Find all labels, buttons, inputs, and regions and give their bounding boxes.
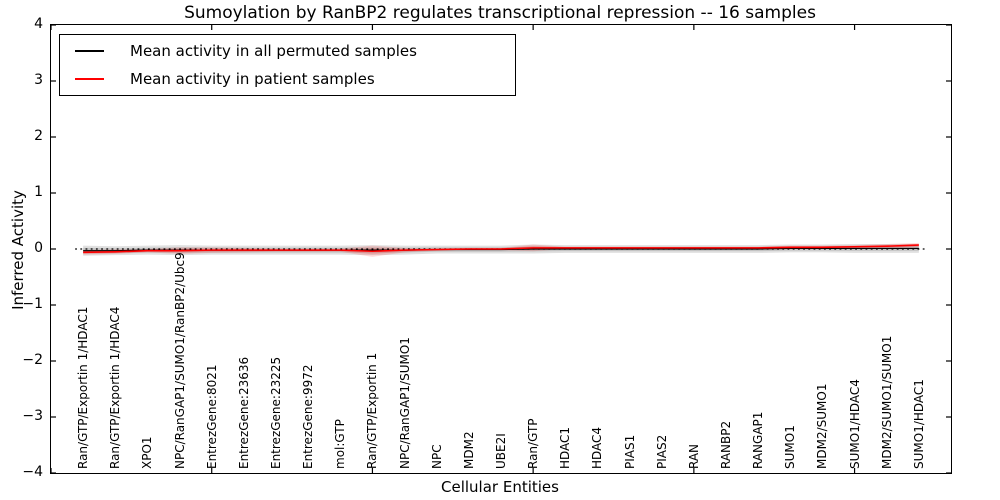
- x-tick-label: UBE2I: [494, 433, 508, 469]
- x-tick-label: NPC/RanGAP1/SUMO1/RanBP2/Ubc9: [172, 252, 187, 469]
- y-tick-label: −4: [22, 464, 43, 480]
- legend-label-patient: Mean activity in patient samples: [130, 70, 375, 88]
- chart-canvas: [51, 25, 951, 473]
- x-tick-label: Ran/GTP/Exportin 1/HDAC1: [76, 306, 91, 469]
- x-tick-label: XPO1: [140, 436, 155, 469]
- y-tick-label: −3: [22, 408, 43, 424]
- y-tick-label: 1: [34, 184, 43, 200]
- x-tick-label: RANBP2: [719, 420, 733, 469]
- x-axis-label: Cellular Entities: [441, 478, 559, 496]
- permuted-line-swatch: [75, 50, 104, 52]
- x-tick-label: SUMO1/HDAC4: [847, 379, 862, 469]
- x-tick-label: MDM2: [461, 431, 476, 469]
- legend-label-permuted: Mean activity in all permuted samples: [130, 42, 417, 60]
- legend-item-patient: Mean activity in patient samples: [60, 67, 515, 91]
- y-tick-label: −2: [22, 352, 43, 368]
- x-tick-label: EntrezGene:9972: [301, 364, 316, 470]
- x-tick-label: Ran/GTP/Exportin 1: [365, 352, 380, 469]
- x-tick-label: RAN: [686, 443, 701, 469]
- y-tick-label: 0: [34, 240, 43, 256]
- x-tick-label: NPC/RanGAP1/SUMO1: [397, 337, 412, 469]
- x-tick-label: mol:GTP: [333, 419, 348, 469]
- x-tick-label: PIAS1: [622, 434, 637, 469]
- x-tick-label: Ran/GTP: [526, 418, 541, 469]
- legend-item-permuted: Mean activity in all permuted samples: [60, 39, 515, 63]
- y-tick-label: 3: [34, 72, 43, 88]
- y-tick-label: 4: [34, 16, 43, 32]
- x-tick-label: SUMO1/HDAC1: [911, 379, 926, 469]
- patient-line-swatch: [75, 78, 104, 80]
- x-tick-label: EntrezGene:8021: [204, 364, 219, 470]
- x-tick-label: NPC: [429, 444, 444, 469]
- x-tick-label: EntrezGene:23636: [236, 356, 251, 469]
- x-tick-label: PIAS2: [654, 434, 669, 469]
- x-tick-label: HDAC1: [558, 426, 573, 469]
- x-tick-label: MDM2/SUMO1/SUMO1: [879, 335, 894, 469]
- x-tick-label: EntrezGene:23225: [269, 356, 283, 469]
- x-tick-label: SUMO1: [783, 425, 798, 469]
- x-tick-label: Ran/GTP/Exportin 1/HDAC4: [108, 306, 123, 469]
- x-tick-label: MDM2/SUMO1: [815, 383, 830, 469]
- legend: Mean activity in all permuted samples Me…: [59, 34, 516, 96]
- plot-area: Ran/GTP/Exportin 1/HDAC1 Ran/GTP/Exportin…: [50, 24, 952, 474]
- y-tick-label: 2: [34, 128, 43, 144]
- chart-title: Sumoylation by RanBP2 regulates transcri…: [184, 3, 816, 23]
- x-tick-label: HDAC4: [590, 426, 605, 469]
- patient-mean-line: [83, 244, 919, 254]
- x-tick-label: RANGAP1: [751, 411, 766, 469]
- y-tick-label: −1: [22, 296, 43, 312]
